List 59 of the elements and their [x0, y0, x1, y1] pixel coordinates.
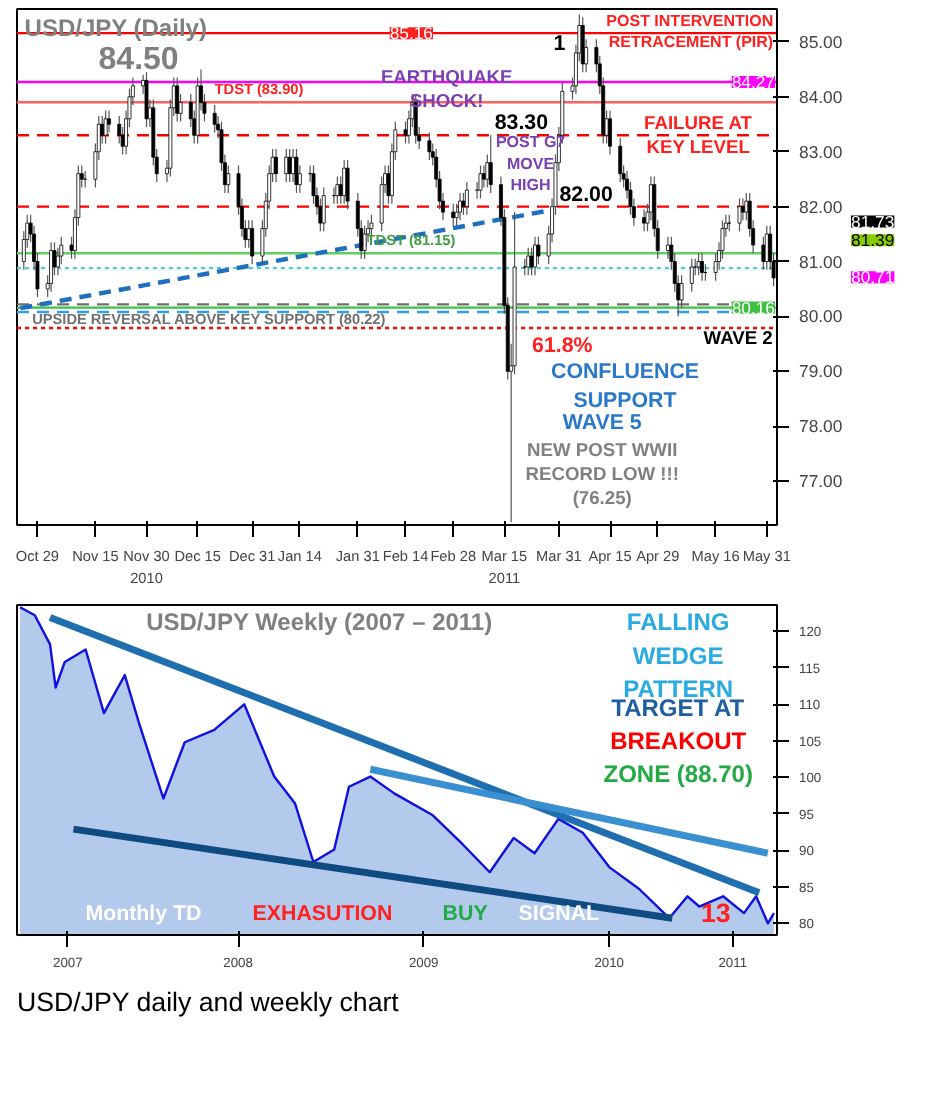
annotation: ZONE (88.70)	[603, 760, 753, 789]
annotation: TARGET AT	[611, 694, 746, 723]
text: 81.73	[851, 211, 895, 232]
annotation: NEW POST WWII RECORD LOW !!! (76.25)	[525, 439, 679, 508]
candlestick	[464, 181, 469, 216]
y-tick-label: 81.00	[799, 251, 843, 272]
text: 81.39	[851, 230, 895, 251]
candlestick	[737, 197, 742, 232]
annotation: 84.50	[98, 43, 179, 78]
y-tick-label: 83.00	[799, 141, 843, 162]
candlestick	[427, 131, 432, 161]
y-tick-label: 79.00	[799, 361, 843, 382]
candlestick	[335, 175, 340, 205]
annotation: 1	[553, 32, 566, 57]
annotation: 83.30	[494, 111, 549, 136]
annotation: SIGNAL	[518, 902, 601, 926]
candlestick	[478, 164, 483, 199]
text: USD/JPY daily and weekly chart	[17, 987, 400, 1017]
candlestick	[458, 192, 462, 221]
candlestick	[294, 148, 299, 194]
candlestick	[744, 192, 749, 221]
annotation: 13	[701, 898, 731, 928]
annotation: FAILURE AT KEY LEVEL	[644, 113, 753, 158]
candlestick	[212, 104, 217, 134]
y-tick-label: 78.00	[799, 416, 843, 437]
candlestick	[369, 214, 374, 238]
y-tick-label: 80.00	[799, 306, 843, 327]
chart-title: USD/JPY Weekly (2007 – 2011)	[146, 608, 493, 637]
candlestick	[321, 186, 326, 232]
annotation: Monthly TD	[85, 902, 203, 926]
ref-line-label: 80.16	[731, 297, 776, 318]
annotation: POST INTERVENTION RETRACEMENT (PIR)	[606, 11, 774, 52]
candlestick	[533, 236, 537, 276]
annotation: BREAKOUT	[610, 727, 748, 756]
candlestick	[250, 219, 255, 265]
y-tick-label: 85.00	[799, 31, 843, 52]
ref-line-label: 84.27	[731, 72, 776, 93]
candlestick	[362, 225, 367, 260]
text: 80.71	[851, 267, 895, 288]
candlestick	[345, 159, 350, 210]
candlestick	[618, 137, 623, 183]
candlestick	[178, 93, 183, 123]
candlestick	[761, 236, 766, 271]
annotation: 61.8%	[532, 333, 594, 358]
candlestick	[274, 148, 278, 183]
annotation: EXHASUTION	[252, 902, 393, 926]
ref-line-label: 85.16	[389, 23, 434, 44]
y-tick-label: 84.00	[799, 86, 843, 107]
annotation: WAVE 5	[562, 411, 642, 436]
annotation: BUY	[442, 902, 488, 926]
candlestick	[485, 153, 490, 188]
y-tick-label: 82.00	[799, 196, 843, 217]
candlestick	[103, 109, 108, 145]
candlestick	[287, 148, 292, 183]
annotation: CONFLUENCE SUPPORT	[551, 359, 700, 413]
annotation: WAVE 2	[703, 328, 773, 349]
y-tick-label: 77.00	[799, 471, 843, 492]
candlestick	[700, 252, 704, 282]
candlestick	[488, 134, 493, 194]
